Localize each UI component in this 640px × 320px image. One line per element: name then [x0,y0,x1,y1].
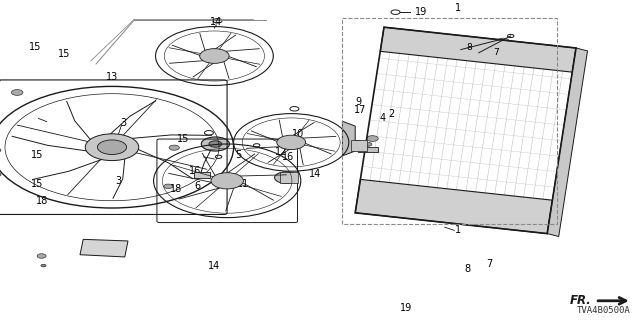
Circle shape [281,175,291,180]
Circle shape [41,264,46,267]
Text: 19: 19 [415,7,427,17]
Circle shape [397,38,409,44]
Bar [342,18,557,224]
Circle shape [85,134,139,161]
Circle shape [101,242,114,248]
Circle shape [0,148,1,153]
Text: 16: 16 [189,166,202,176]
Text: 18: 18 [35,196,48,206]
Bar [358,147,378,152]
Text: 14: 14 [208,260,221,271]
Circle shape [211,173,243,189]
Text: 14: 14 [308,169,321,180]
Text: 15: 15 [31,150,44,160]
Text: 5: 5 [236,150,242,160]
Text: 15: 15 [177,134,189,144]
Text: 14: 14 [210,17,223,28]
Text: 12: 12 [275,147,288,157]
Circle shape [0,172,1,177]
Text: 3: 3 [115,176,122,186]
Circle shape [277,135,306,150]
Text: 7: 7 [493,48,499,57]
Text: 15: 15 [29,42,42,52]
Text: 17: 17 [354,105,367,116]
Text: 8: 8 [464,264,470,274]
Text: 16: 16 [282,152,294,162]
Text: 8: 8 [466,43,472,52]
Circle shape [275,172,298,183]
Polygon shape [80,239,128,257]
Text: 15: 15 [58,49,70,60]
Circle shape [89,245,97,249]
Text: 7: 7 [486,259,493,269]
Text: FR.: FR. [570,294,592,307]
Bar [351,140,367,151]
Bar [195,172,210,178]
Polygon shape [547,48,588,236]
Circle shape [97,140,127,155]
Text: 4: 4 [380,113,386,123]
Text: 18: 18 [170,184,182,194]
Circle shape [209,141,222,147]
Text: 10: 10 [291,129,304,140]
Circle shape [12,90,23,95]
Circle shape [364,142,372,146]
Circle shape [169,145,179,150]
Circle shape [37,254,46,258]
Text: 2: 2 [388,108,395,119]
Text: 3: 3 [120,117,127,128]
Text: 15: 15 [31,179,44,189]
Polygon shape [342,121,355,156]
Text: 9: 9 [355,97,362,108]
Circle shape [346,143,354,147]
Text: 1: 1 [454,3,461,13]
Circle shape [201,137,230,151]
Circle shape [522,52,534,58]
Circle shape [436,43,447,48]
Text: TVA4B0500A: TVA4B0500A [577,306,630,315]
Circle shape [367,136,378,141]
Bar [280,172,298,183]
Polygon shape [380,27,576,72]
Circle shape [346,131,354,134]
Text: 13: 13 [106,72,118,82]
Text: 11: 11 [237,179,250,189]
Circle shape [164,184,173,188]
Text: 6: 6 [194,180,200,191]
Circle shape [346,140,367,151]
Circle shape [497,38,509,44]
Text: 1: 1 [454,225,461,235]
Polygon shape [355,180,552,234]
Text: 19: 19 [400,303,413,313]
Circle shape [484,48,495,53]
Circle shape [200,49,229,63]
